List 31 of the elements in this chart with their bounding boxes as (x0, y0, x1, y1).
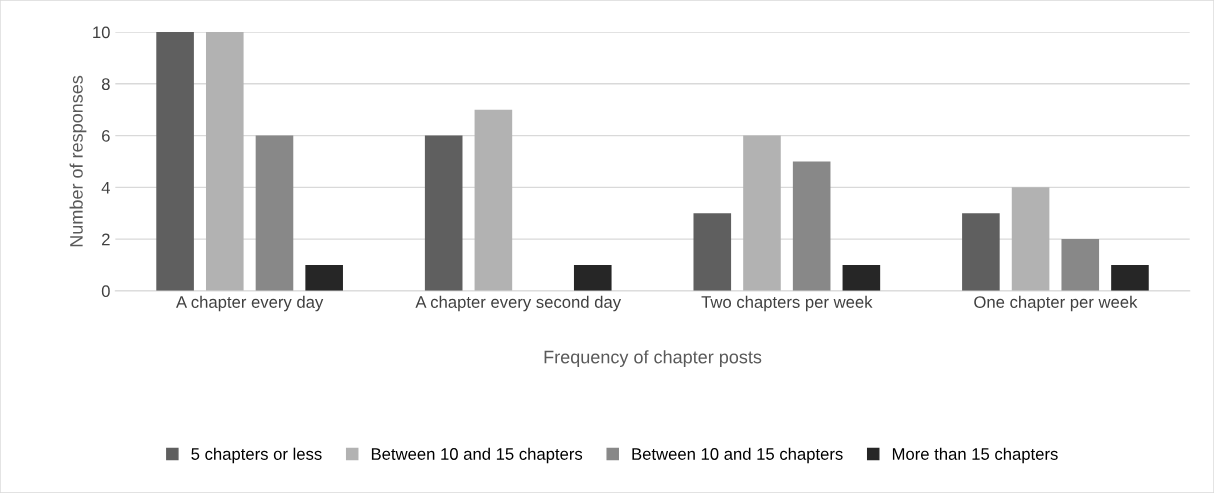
x-tick-label: One chapter per week (974, 295, 1138, 312)
bar (1011, 187, 1050, 291)
x-tick-label: A chapter every day (176, 295, 324, 312)
y-axis-title: Number of responses (69, 75, 87, 247)
bar (1061, 239, 1100, 291)
y-tick-label: 2 (102, 233, 110, 246)
y-tick-label: 8 (101, 78, 110, 91)
bar (1111, 264, 1149, 291)
y-tick-label: 10 (93, 26, 110, 39)
bar (743, 135, 781, 291)
legend-label: More than 15 chapters (892, 447, 1058, 464)
legend-label: Between 10 and 15 chapters (371, 447, 583, 464)
bar (474, 109, 513, 291)
x-tick-label: Two chapters per week (701, 295, 873, 312)
x-axis-title: Frequency of chapter posts (544, 350, 762, 367)
bar (156, 32, 194, 291)
bar (573, 264, 612, 291)
y-tick-label: 0 (101, 285, 110, 298)
bar (792, 161, 831, 291)
legend-label: 5 chapters or less (191, 447, 322, 464)
bar (205, 32, 244, 291)
y-tick-label: 6 (102, 129, 110, 142)
bar (424, 135, 463, 291)
bar (255, 135, 294, 291)
x-tick-label: A chapter every second day (415, 295, 622, 312)
bar (842, 264, 881, 291)
bar (693, 213, 732, 291)
bar (305, 264, 343, 291)
legend-label: Between 10 and 15 chapters (632, 447, 843, 464)
y-tick-label: 4 (101, 181, 110, 194)
bar (962, 213, 1000, 291)
